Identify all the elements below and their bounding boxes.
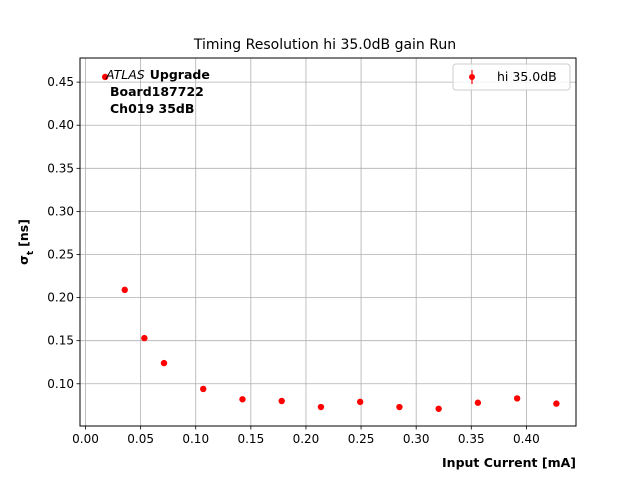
y-axis-label-subscript: t bbox=[26, 250, 36, 255]
annotation-tag: Upgrade bbox=[150, 67, 210, 82]
plot-frame bbox=[79, 57, 577, 427]
data-point bbox=[141, 334, 148, 342]
data-point bbox=[474, 399, 482, 406]
data-point bbox=[101, 73, 109, 81]
y-tick-label: 0.35 bbox=[47, 161, 74, 175]
y-tick-label: 0.45 bbox=[47, 75, 74, 89]
x-tick-label: 0.20 bbox=[293, 432, 320, 446]
x-tick-label: 0.10 bbox=[182, 432, 209, 446]
legend-box bbox=[452, 63, 571, 91]
y-tick-label: 0.40 bbox=[47, 118, 74, 132]
legend-marker bbox=[469, 74, 475, 80]
data-point bbox=[435, 405, 442, 412]
data-point bbox=[356, 398, 364, 406]
y-axis-label-unit: [ns] bbox=[16, 219, 31, 247]
data-points bbox=[101, 73, 560, 412]
x-tick-label: 0.05 bbox=[127, 432, 154, 446]
x-tick-label: 0.00 bbox=[72, 432, 99, 446]
y-tick-label: 0.15 bbox=[47, 334, 74, 348]
grid-lines bbox=[80, 58, 576, 426]
y-axis-ticks: 0.10 0.15 0.20 0.25 0.30 0.35 0.40 0.45 bbox=[47, 75, 80, 391]
svg-text:σt[ns]: σt [ns] bbox=[16, 219, 36, 265]
data-point bbox=[553, 400, 560, 407]
data-point bbox=[278, 397, 285, 405]
data-point bbox=[239, 396, 246, 403]
y-axis-label-main: σ bbox=[16, 255, 31, 265]
x-tick-label: 0.35 bbox=[458, 432, 485, 446]
legend-label: hi 35.0dB bbox=[497, 69, 557, 84]
x-tick-label: 0.15 bbox=[237, 432, 264, 446]
data-point bbox=[160, 359, 168, 367]
x-tick-label: 0.30 bbox=[403, 432, 430, 446]
data-point bbox=[200, 385, 207, 393]
x-tick-label: 0.25 bbox=[348, 432, 375, 446]
annotation-channel: Ch019 35dB bbox=[110, 101, 194, 116]
annotation-experiment: ATLAS bbox=[105, 67, 145, 82]
y-axis-label: σt [ns] bbox=[16, 219, 36, 265]
data-point bbox=[513, 395, 521, 402]
data-point bbox=[121, 286, 128, 294]
x-axis-label: Input Current [mA] bbox=[442, 455, 576, 470]
annotation-board: Board187722 bbox=[110, 84, 204, 99]
y-tick-label: 0.10 bbox=[47, 377, 74, 391]
y-tick-label: 0.30 bbox=[47, 204, 74, 218]
data-point bbox=[396, 403, 403, 411]
x-axis-ticks: 0.00 0.05 0.10 0.15 0.20 0.25 0.30 0.35 0.40 bbox=[72, 426, 540, 446]
x-tick-label: 0.40 bbox=[513, 432, 540, 446]
y-tick-label: 0.20 bbox=[47, 291, 74, 305]
data-point bbox=[317, 403, 325, 411]
legend: hi 35.0dB bbox=[452, 63, 571, 91]
chart-title: Timing Resolution hi 35.0dB gain Run bbox=[193, 37, 456, 53]
y-tick-label: 0.25 bbox=[47, 247, 74, 261]
atlas-annotation: ATLAS Upgrade Board187722 Ch019 35dB bbox=[105, 67, 210, 116]
